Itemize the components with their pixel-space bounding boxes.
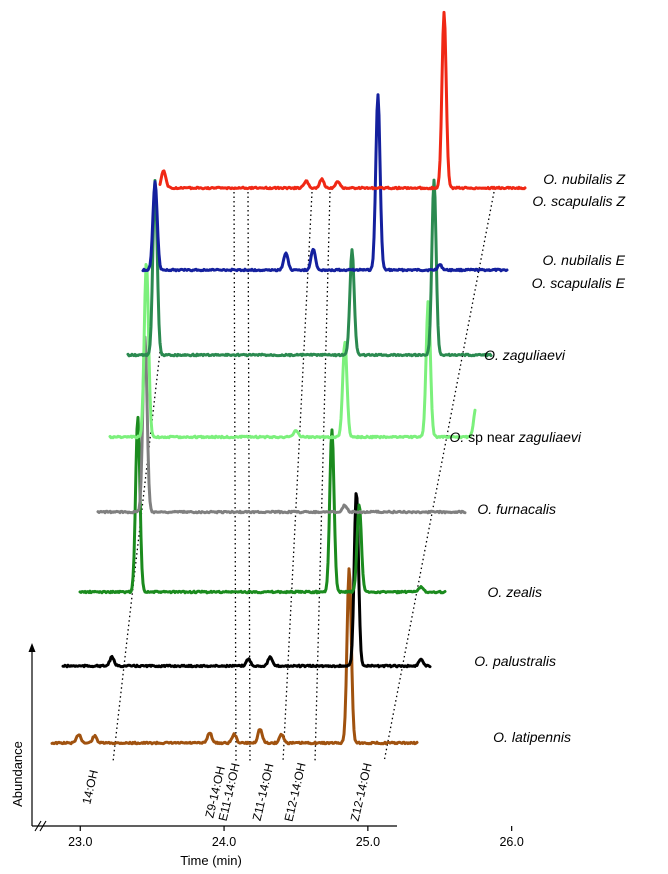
trace-1 bbox=[61, 492, 432, 669]
compound-label-0: 14:OH bbox=[79, 769, 100, 806]
trace-0 bbox=[50, 567, 419, 746]
x-tick-label: 23.0 bbox=[68, 835, 92, 849]
series-label-7-line2: O. scapulalis Z bbox=[532, 193, 625, 209]
x-tick-label: 25.0 bbox=[356, 835, 380, 849]
series-label-5: O. zaguliaevi bbox=[484, 347, 566, 363]
x-axis-title: Time (min) bbox=[180, 853, 242, 868]
series-label-7-line1: O. nubilalis Z bbox=[543, 171, 625, 187]
guide-line-5 bbox=[383, 191, 495, 763]
guide-line-4 bbox=[314, 191, 331, 763]
series-label-3: O. furnacalis bbox=[477, 501, 556, 517]
y-axis-arrow bbox=[28, 643, 36, 652]
axis-break-icon bbox=[34, 820, 47, 832]
trace-3 bbox=[96, 335, 467, 515]
guide-line-2 bbox=[247, 191, 251, 763]
series-label-2: O. zealis bbox=[488, 584, 542, 600]
guide-line-1 bbox=[233, 191, 237, 763]
compound-label-4: E12-14:OH bbox=[282, 761, 309, 823]
compound-label-5: Z12-14:OH bbox=[348, 762, 375, 823]
series-label-4: O. sp near zaguliaevi bbox=[449, 429, 581, 445]
series-labels: O. latipennis O. palustralis O. zealis O. f… bbox=[449, 171, 625, 745]
compound-guide-lines bbox=[112, 191, 495, 763]
x-ticks: 23.0 24.0 25.0 26.0 bbox=[68, 826, 524, 849]
compound-label-3: Z11-14:OH bbox=[250, 762, 277, 822]
guide-line-3 bbox=[282, 191, 313, 763]
trace-4 bbox=[108, 263, 477, 440]
trace-2 bbox=[78, 415, 447, 595]
series-label-1: O. palustralis bbox=[474, 653, 556, 669]
trace-5 bbox=[126, 178, 493, 358]
chromatogram-traces bbox=[50, 10, 527, 746]
series-label-6-line1: O. nubilalis E bbox=[543, 252, 626, 268]
y-axis-title: Abundance bbox=[10, 741, 25, 807]
series-label-6-line2: O. scapulalis E bbox=[532, 275, 626, 291]
x-tick-label: 24.0 bbox=[212, 835, 236, 849]
axes: 23.0 24.0 25.0 26.0 Time (min) Abundance bbox=[10, 643, 524, 868]
guide-line-0 bbox=[112, 342, 162, 763]
trace-6 bbox=[141, 93, 509, 273]
series-label-0: O. latipennis bbox=[493, 729, 571, 745]
trace-7 bbox=[158, 10, 527, 191]
x-tick-label: 26.0 bbox=[499, 835, 523, 849]
